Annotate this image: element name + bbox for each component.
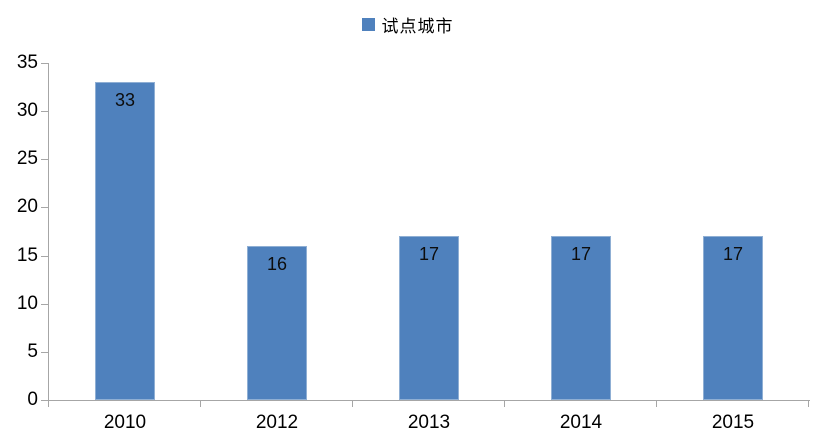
bar-2014: 17: [551, 236, 611, 400]
y-axis-tick: [41, 303, 48, 305]
y-axis-tick: [41, 207, 48, 209]
legend: 试点城市: [0, 12, 815, 37]
x-axis-label-2010: 2010: [103, 412, 147, 433]
bar-2013: 17: [399, 236, 459, 400]
x-axis-tick: [808, 401, 809, 407]
y-axis-label: 5: [27, 340, 38, 362]
y-axis-label: 35: [16, 52, 38, 73]
legend-label: 试点城市: [381, 17, 454, 36]
x-axis-tick: [48, 401, 49, 407]
x-axis-label-2014: 2014: [559, 412, 603, 433]
y-axis-tick: [41, 255, 48, 257]
x-axis-tick: [200, 401, 201, 407]
x-axis-label-2013: 2013: [407, 412, 451, 433]
x-axis-label-2012: 2012: [255, 412, 299, 433]
x-axis-line: [48, 400, 810, 401]
y-axis-tick: [41, 111, 48, 113]
y-axis-label: 0: [27, 389, 38, 410]
bar-2010: 33: [95, 82, 155, 400]
bar-value-label: 17: [570, 244, 592, 265]
y-axis-tick: [41, 400, 48, 401]
bar-value-label: 33: [114, 90, 136, 111]
x-axis-tick: [504, 401, 505, 407]
x-axis-tick: [656, 401, 657, 407]
x-axis-label-2015: 2015: [711, 412, 755, 433]
y-axis-label: 15: [16, 244, 38, 266]
y-axis-label: 20: [16, 196, 38, 218]
y-axis-tick: [41, 159, 48, 161]
x-axis-tick: [352, 401, 353, 407]
y-axis-label: 30: [16, 100, 38, 122]
y-axis-tick: [41, 63, 48, 64]
bar-value-label: 17: [722, 244, 744, 265]
y-axis-tick: [41, 351, 48, 353]
bar-value-label: 17: [418, 244, 440, 265]
bar-2012: 16: [247, 245, 307, 400]
legend-swatch-icon: [361, 18, 375, 31]
y-axis-label: 10: [16, 292, 38, 314]
y-axis-line: [48, 63, 49, 406]
y-axis-label: 25: [16, 148, 38, 170]
bar-value-label: 16: [266, 253, 288, 274]
bar-2015: 17: [703, 236, 763, 400]
